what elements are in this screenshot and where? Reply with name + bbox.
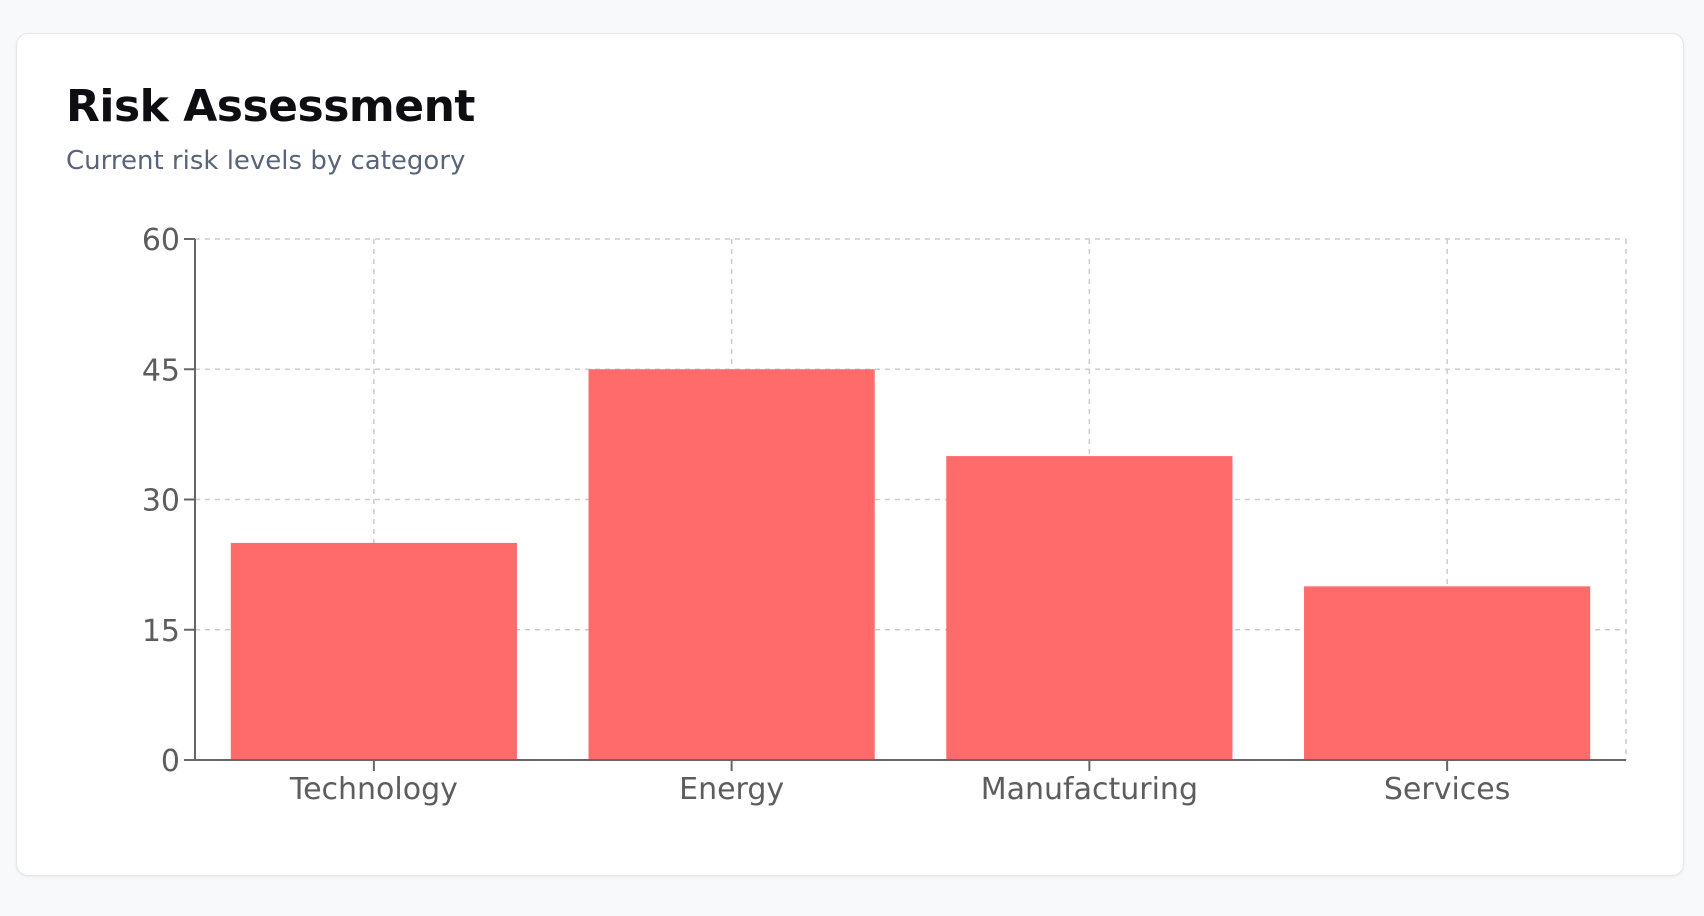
y-tick-label: 0	[161, 744, 180, 779]
y-tick-label: 60	[142, 223, 180, 258]
card-subtitle: Current risk levels by category	[66, 146, 466, 176]
bar-energy	[588, 369, 875, 760]
y-tick-label: 15	[142, 614, 180, 649]
x-tick-label: Manufacturing	[981, 772, 1198, 807]
y-tick-label: 30	[142, 484, 180, 519]
x-tick-label: Energy	[679, 772, 784, 807]
bar-manufacturing	[946, 456, 1233, 760]
bar-technology	[230, 542, 517, 760]
x-tick-label: Technology	[289, 772, 458, 807]
card-title: Risk Assessment	[66, 81, 475, 132]
y-tick-label: 45	[142, 353, 180, 388]
x-tick-label: Services	[1384, 772, 1511, 807]
bar-services	[1304, 586, 1591, 760]
